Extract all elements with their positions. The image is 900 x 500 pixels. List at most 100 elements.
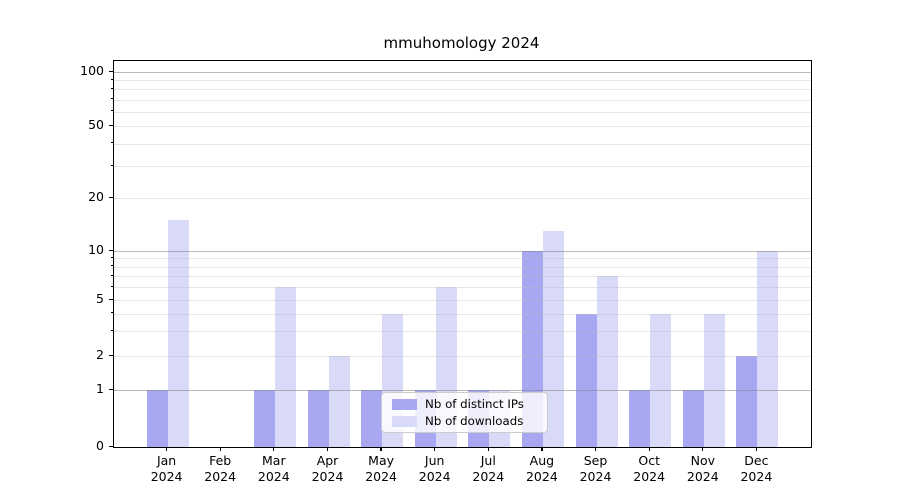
legend-swatch-downloads	[392, 415, 417, 427]
x-tick-month: Jul	[480, 453, 496, 468]
y-tick-1	[109, 388, 114, 390]
bar-distinct-ips-oct	[629, 390, 651, 447]
gridline-minor-50	[114, 126, 811, 127]
y-minortick-30	[110, 164, 114, 166]
x-tick-label-aug: Aug 2024	[510, 453, 574, 485]
x-tick-month: Mar	[262, 453, 286, 468]
gridline-minor-60	[114, 111, 811, 113]
bar-distinct-ips-may	[361, 390, 383, 447]
x-tick-year: 2024	[472, 469, 505, 484]
x-tick-label-feb: Feb 2024	[188, 453, 252, 485]
x-tick-feb	[219, 447, 221, 451]
gridline-minor-7	[114, 276, 811, 278]
gridline-minor-9	[114, 258, 811, 260]
y-minortick-5	[110, 298, 114, 300]
x-tick-jan	[165, 447, 168, 451]
x-tick-year: 2024	[686, 469, 719, 484]
x-tick-year: 2024	[365, 469, 397, 484]
gridline-minor-3	[114, 331, 811, 333]
x-tick-month: Oct	[638, 453, 660, 468]
y-tick-label-0: 0	[96, 438, 104, 453]
x-tick-may	[380, 447, 382, 451]
bar-distinct-ips-dec	[736, 356, 758, 447]
x-tick-year: 2024	[418, 469, 451, 484]
x-tick-month: Jun	[424, 453, 445, 468]
x-tick-year: 2024	[740, 469, 773, 484]
x-tick-apr	[326, 447, 329, 451]
gridline-minor-8	[114, 266, 811, 268]
bar-distinct-ips-apr	[307, 390, 329, 447]
x-tick-month: Jan	[156, 453, 177, 468]
x-tick-mar	[273, 447, 275, 451]
legend-swatch-distinct-ips	[392, 398, 417, 410]
x-tick-label-apr: Apr 2024	[296, 453, 360, 485]
x-tick-label-oct: Oct 2024	[617, 453, 681, 485]
legend: Nb of distinct IPs Nb of downloads	[381, 392, 548, 433]
gridline-minor-2	[114, 356, 811, 357]
x-tick-label-sep: Sep 2024	[564, 453, 628, 485]
gridline-minor-6	[114, 287, 811, 289]
bar-downloads-mar	[274, 287, 296, 447]
gridline-minor-5	[114, 300, 811, 301]
x-tick-month: Feb	[209, 453, 232, 468]
y-minortick-50	[110, 124, 114, 126]
bar-downloads-oct	[650, 313, 672, 447]
y-minortick-4	[110, 312, 114, 314]
y-tick-label-20: 20	[88, 189, 104, 204]
x-tick-dec	[755, 447, 758, 451]
y-minortick-3	[110, 329, 114, 331]
x-tick-aug	[541, 447, 543, 451]
y-minortick-6	[110, 285, 114, 287]
x-tick-label-jul: Jul 2024	[456, 453, 520, 485]
y-minortick-90	[110, 78, 114, 80]
y-tick-label-10: 10	[88, 242, 104, 257]
x-tick-oct	[648, 447, 650, 451]
bar-downloads-apr	[328, 356, 350, 447]
bar-distinct-ips-mar	[253, 390, 275, 447]
legend-item-distinct-ips: Nb of distinct IPs	[392, 397, 547, 411]
x-tick-month: May	[368, 453, 395, 468]
y-tick-label-50: 50	[88, 117, 104, 132]
x-tick-month: Sep	[583, 453, 608, 468]
gridline-minor-80	[114, 89, 811, 91]
chart-title: mmuhomology 2024	[383, 34, 540, 52]
y-tick-10	[109, 249, 114, 251]
bar-downloads-dec	[757, 251, 779, 447]
gridline-major-100	[114, 72, 811, 73]
legend-label-distinct-ips: Nb of distinct IPs	[425, 397, 524, 411]
bar-distinct-ips-nov	[682, 390, 704, 447]
y-minortick-2	[110, 354, 114, 356]
x-tick-month: Dec	[744, 453, 769, 468]
x-tick-year: 2024	[633, 469, 666, 484]
x-tick-label-dec: Dec 2024	[724, 453, 788, 485]
plot-area	[113, 60, 812, 448]
gridline-minor-40	[114, 143, 811, 145]
y-minortick-40	[110, 142, 114, 143]
x-tick-label-mar: Mar 2024	[242, 453, 306, 485]
y-tick-0	[109, 445, 114, 447]
bar-downloads-nov	[703, 313, 725, 447]
x-tick-jun	[434, 447, 436, 451]
x-tick-year: 2024	[150, 469, 183, 484]
x-tick-label-jan: Jan 2024	[135, 453, 199, 485]
x-tick-nov	[702, 447, 704, 451]
x-tick-label-may: May 2024	[349, 453, 413, 485]
x-tick-label-jun: Jun 2024	[403, 453, 467, 485]
gridline-major-1	[114, 390, 811, 391]
gridline-minor-20	[114, 198, 811, 199]
y-minortick-9	[110, 256, 114, 258]
x-tick-year: 2024	[525, 469, 558, 484]
y-minortick-60	[110, 110, 114, 112]
x-tick-month: Nov	[690, 453, 715, 468]
y-minortick-8	[110, 265, 114, 267]
y-minortick-80	[110, 87, 114, 89]
x-tick-sep	[594, 447, 597, 451]
legend-item-downloads: Nb of downloads	[392, 414, 547, 428]
gridline-minor-4	[114, 313, 811, 315]
x-tick-jul	[487, 447, 489, 451]
legend-label-downloads: Nb of downloads	[425, 414, 524, 428]
x-tick-year: 2024	[311, 469, 344, 484]
x-tick-month: Aug	[529, 453, 555, 468]
bar-downloads-sep	[596, 276, 618, 447]
y-tick-100	[109, 70, 114, 72]
